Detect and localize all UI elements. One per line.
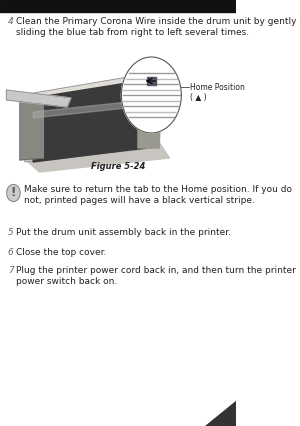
Bar (6, 28, 230, 155)
Polygon shape (205, 400, 236, 426)
Bar (0, 0, 236, 12)
Text: Put the drum unit assembly back in the printer.: Put the drum unit assembly back in the p… (16, 228, 231, 237)
Text: Home Position: Home Position (190, 83, 245, 92)
Polygon shape (6, 90, 71, 107)
Text: Clean the Primary Corona Wire inside the drum unit by gently
sliding the blue ta: Clean the Primary Corona Wire inside the… (16, 17, 296, 37)
Text: Close the top cover.: Close the top cover. (16, 248, 106, 257)
Text: 6: 6 (8, 248, 14, 257)
Polygon shape (24, 140, 169, 172)
Polygon shape (122, 57, 181, 133)
Polygon shape (138, 72, 162, 148)
Bar (147, 77, 156, 85)
Polygon shape (33, 100, 146, 118)
Polygon shape (20, 95, 44, 160)
Polygon shape (20, 72, 162, 162)
Text: 4: 4 (8, 17, 14, 26)
Text: 7: 7 (8, 266, 14, 275)
Text: 5: 5 (8, 228, 14, 237)
Text: Make sure to return the tab to the Home position. If you do
not, printed pages w: Make sure to return the tab to the Home … (24, 185, 292, 205)
Text: !: ! (11, 187, 16, 199)
Polygon shape (33, 80, 146, 162)
Circle shape (7, 184, 20, 201)
Text: Plug the printer power cord back in, and then turn the printer
power switch back: Plug the printer power cord back in, and… (16, 266, 295, 286)
Text: Figure 5-24: Figure 5-24 (91, 162, 146, 171)
Text: ( ▲ ): ( ▲ ) (190, 93, 207, 102)
